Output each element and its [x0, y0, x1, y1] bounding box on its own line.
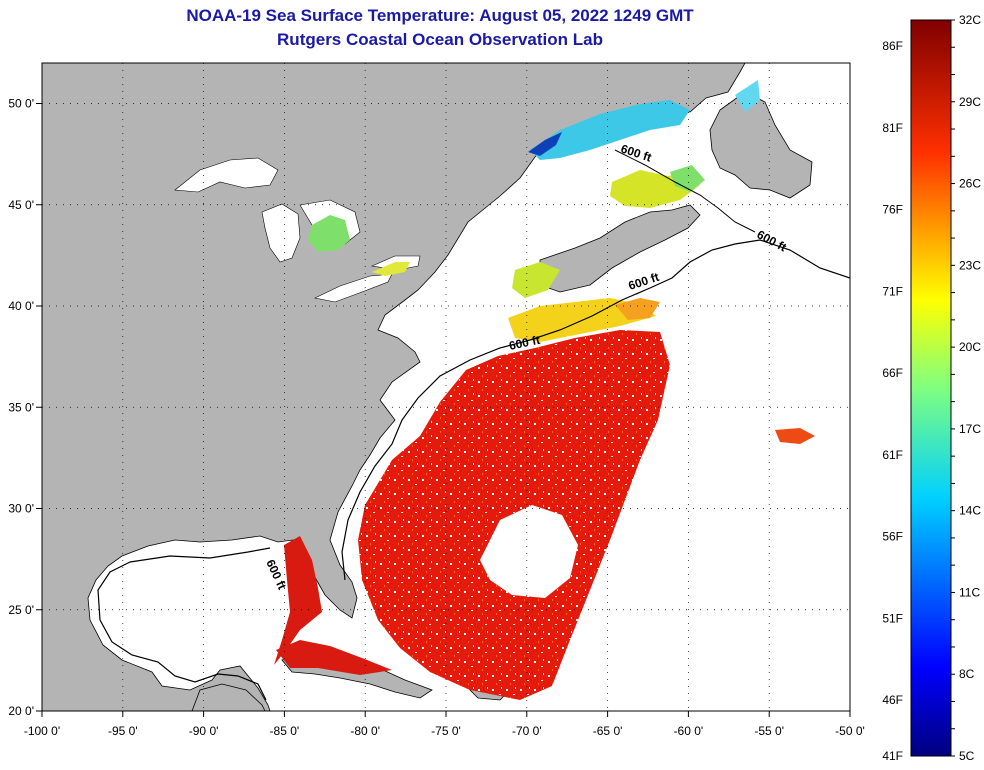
contour-600ft-atlantic: [341, 239, 850, 581]
sst-cuba-north: [276, 640, 392, 675]
sst-cape-hatteras-patch: [775, 428, 815, 444]
contour-600ft-gulf: [97, 547, 271, 701]
colorbar-fahrenheit-label: 61F: [882, 448, 903, 462]
sst-lake-erie: [372, 262, 410, 276]
sst-georges-bank: [615, 298, 660, 320]
colorbar-celsius-label: 29C: [959, 95, 981, 109]
colorbar-fahrenheit-label: 51F: [882, 611, 903, 625]
land-yucatan: [191, 683, 266, 711]
lon-tick-label: -60 0': [674, 724, 704, 738]
lon-tick-label: -70 0': [512, 724, 542, 738]
map-border: [41, 62, 851, 712]
lon-tick-label: -100 0': [24, 724, 60, 738]
colorbar-celsius-label: 11C: [959, 585, 980, 599]
lake-erie: [314, 273, 393, 303]
colorbar-fahrenheit-label: 76F: [882, 203, 903, 217]
map-title: NOAA-19 Sea Surface Temperature: August …: [186, 6, 694, 25]
lon-tick-label: -85 0': [270, 724, 300, 738]
colorbar-celsius-label: 5C: [959, 749, 975, 763]
colorbar-fahrenheit-label: 71F: [882, 284, 903, 298]
colorbar-celsius-label: 8C: [959, 667, 975, 681]
colorbar-celsius-label: 17C: [959, 422, 981, 436]
lon-tick-label: -80 0': [350, 724, 380, 738]
colorbar-celsius-label: 26C: [959, 177, 981, 191]
colorbar-fahrenheit-label: 86F: [882, 39, 903, 53]
lake-superior: [174, 157, 279, 193]
colorbar-celsius-label: 23C: [959, 258, 981, 272]
colorbar-celsius-label: 32C: [959, 13, 981, 27]
land-maritimes: [539, 204, 701, 293]
contour-label: 600 ft: [508, 333, 542, 353]
lat-tick-label: 35 0': [8, 400, 34, 414]
lon-tick-label: -50 0': [835, 724, 865, 738]
map-ticks: -100 0' -95 0' -90 0' -85 0' -80 0' -75 0' -70…: [8, 97, 864, 739]
colorbar-fahrenheit-label: 66F: [882, 366, 903, 380]
colorbar-fahrenheit-label: 81F: [882, 121, 903, 135]
lon-tick-label: -55 0': [754, 724, 784, 738]
lon-tick-label: -75 0': [431, 724, 461, 738]
lon-tick-label: -65 0': [593, 724, 623, 738]
colorbar-fahrenheit-label: 56F: [882, 530, 903, 544]
sst-st-lawrence-deep: [528, 132, 562, 156]
sst-st-lawrence: [530, 100, 690, 160]
sst-labrador-coast: [735, 80, 760, 112]
sst-gulf-of-maine: [512, 262, 560, 298]
lon-tick-label: -95 0': [108, 724, 138, 738]
lat-tick-label: 50 0': [8, 97, 34, 111]
colorbar-celsius-label: 20C: [959, 340, 981, 354]
sst-florida-shelf: [274, 536, 322, 665]
colorbar-celsius-label: 14C: [959, 504, 981, 518]
map-subtitle: Rutgers Coastal Ocean Observation Lab: [277, 30, 603, 49]
colorbar-labels: 32C 29C 26C 23C 20C 17C 14C 11C 8C 5C 86F 81F 76F 71F…: [882, 13, 981, 763]
lake-michigan: [261, 203, 301, 263]
lat-tick-label: 45 0': [8, 198, 34, 212]
sst-gulf-st-lawrence-cool: [670, 165, 705, 192]
lat-tick-label: 40 0': [8, 299, 34, 313]
lon-tick-label: -90 0': [189, 724, 219, 738]
colorbar-fahrenheit-label: 46F: [882, 693, 903, 707]
lat-tick-label: 25 0': [8, 603, 34, 617]
colorbar: [910, 19, 952, 757]
sst-lake-michigan: [308, 215, 350, 252]
contour-600ft-laurentian: [614, 149, 756, 233]
sst-no-data-center: [480, 505, 578, 598]
lat-tick-label: 30 0': [8, 502, 34, 516]
land-newfoundland: [709, 91, 813, 199]
colorbar-fahrenheit-label: 41F: [882, 749, 903, 763]
lat-tick-label: 20 0': [8, 704, 34, 718]
